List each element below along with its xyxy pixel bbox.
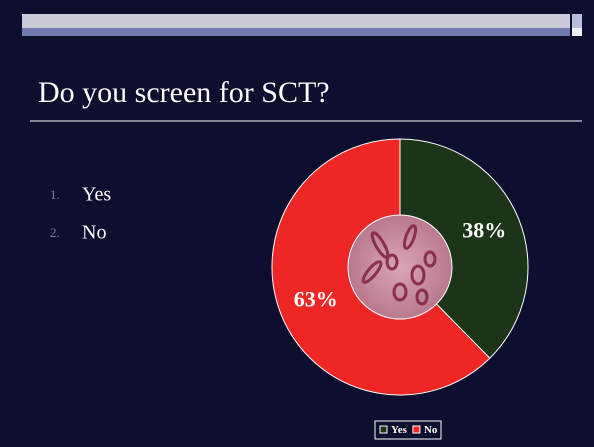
list-number: 2. bbox=[50, 225, 60, 240]
cell-texture bbox=[392, 282, 408, 302]
pie-slice bbox=[399, 138, 529, 359]
list-item: No bbox=[82, 222, 106, 244]
cell-texture bbox=[402, 224, 418, 250]
legend: Yes No bbox=[374, 420, 442, 440]
header-bars bbox=[22, 14, 582, 36]
value-label: 38% bbox=[462, 218, 506, 243]
cell-texture bbox=[361, 260, 383, 284]
list-number: 1. bbox=[50, 187, 60, 202]
cell-texture bbox=[385, 253, 399, 271]
slide-title: Do you screen for SCT? bbox=[38, 76, 330, 109]
list-item: Yes bbox=[82, 184, 111, 206]
cell-texture bbox=[415, 288, 429, 306]
cell-texture bbox=[410, 264, 426, 286]
legend-box bbox=[374, 420, 442, 440]
donut-hole bbox=[347, 214, 453, 320]
legend-label: Yes bbox=[391, 424, 408, 436]
cell-texture bbox=[423, 250, 437, 268]
legend-swatch bbox=[379, 425, 388, 434]
value-label: 63% bbox=[294, 287, 338, 312]
legend-swatch bbox=[412, 425, 421, 434]
legend-label: No bbox=[424, 424, 438, 436]
pie-chart: 38% 63% bbox=[271, 138, 529, 396]
